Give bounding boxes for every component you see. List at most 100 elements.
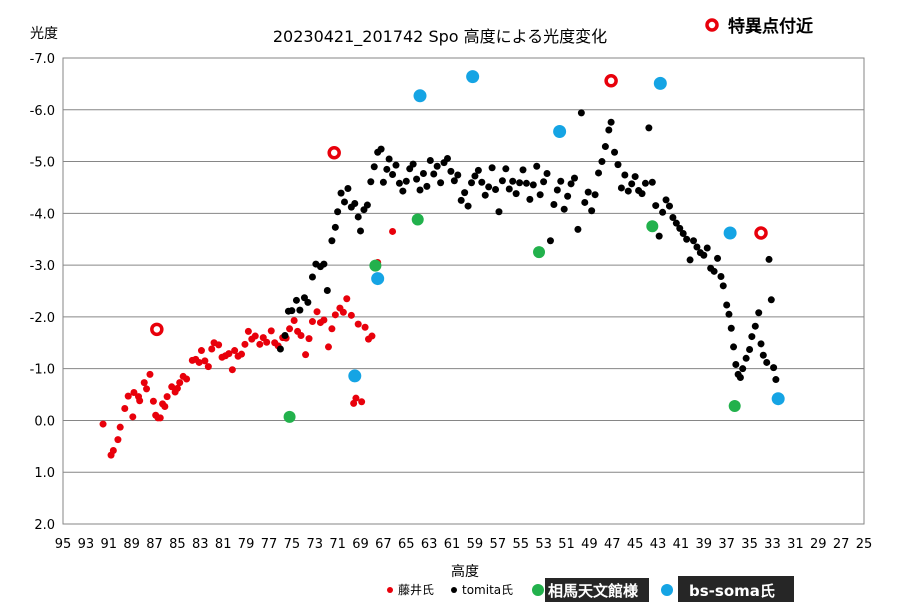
point-tomita bbox=[426, 157, 434, 165]
point-fujii bbox=[215, 341, 223, 349]
point-fujii bbox=[244, 327, 252, 335]
point-tomita bbox=[751, 322, 759, 330]
point-tomita bbox=[281, 332, 289, 340]
point-special bbox=[604, 74, 618, 88]
x-tick-label: 47 bbox=[604, 537, 621, 552]
point-bs-soma bbox=[371, 272, 385, 286]
legend-label-fujii: 藤井氏 bbox=[398, 583, 434, 597]
point-tomita bbox=[464, 202, 472, 210]
point-fujii bbox=[302, 351, 310, 359]
point-tomita bbox=[645, 124, 653, 132]
point-tomita bbox=[591, 191, 599, 199]
point-tomita bbox=[628, 180, 636, 188]
x-tick-label: 33 bbox=[764, 537, 781, 552]
point-tomita bbox=[564, 192, 572, 200]
point-tomita bbox=[419, 169, 427, 177]
point-tomita bbox=[304, 298, 312, 306]
point-fujii bbox=[146, 370, 154, 378]
point-fujii bbox=[168, 383, 176, 391]
point-tomita bbox=[529, 181, 537, 189]
point-soma-observatory bbox=[411, 213, 424, 226]
point-fujii bbox=[286, 325, 294, 333]
point-fujii bbox=[267, 327, 275, 335]
point-bs-soma bbox=[466, 70, 480, 84]
point-fujii bbox=[173, 384, 181, 392]
x-tick-label: 49 bbox=[581, 537, 598, 552]
data-points bbox=[99, 70, 785, 459]
point-tomita bbox=[505, 185, 513, 193]
x-tick-label: 77 bbox=[261, 537, 278, 552]
x-axis-label: 高度 bbox=[451, 563, 479, 580]
point-fujii bbox=[114, 436, 122, 444]
point-tomita bbox=[746, 346, 754, 354]
point-tomita bbox=[560, 205, 568, 213]
point-bs-soma bbox=[723, 226, 737, 240]
point-fujii bbox=[195, 358, 203, 366]
legend-box-bs-soma bbox=[678, 576, 794, 602]
x-tick-label: 57 bbox=[490, 537, 507, 552]
x-tick-label: 81 bbox=[215, 537, 232, 552]
annotation-text: 特異点付近 bbox=[728, 16, 813, 37]
annotation: 特異点付近 bbox=[705, 16, 813, 37]
x-tick-label: 55 bbox=[512, 537, 529, 552]
point-tomita bbox=[288, 307, 296, 315]
point-tomita bbox=[546, 237, 554, 245]
point-fujii bbox=[176, 379, 184, 387]
x-tick-label: 25 bbox=[856, 537, 873, 552]
point-tomita bbox=[719, 282, 727, 290]
point-tomita bbox=[416, 186, 424, 194]
point-tomita bbox=[344, 184, 352, 192]
x-tick-label: 37 bbox=[718, 537, 735, 552]
series-soma-observatory bbox=[283, 213, 741, 423]
point-tomita bbox=[757, 340, 765, 348]
point-tomita bbox=[598, 158, 606, 166]
point-tomita bbox=[686, 256, 694, 264]
point-tomita bbox=[714, 254, 722, 262]
x-tick-label: 91 bbox=[100, 537, 117, 552]
point-tomita bbox=[588, 207, 596, 215]
point-fujii bbox=[389, 227, 397, 235]
point-tomita bbox=[767, 296, 775, 304]
point-fujii bbox=[99, 420, 107, 428]
point-tomita bbox=[423, 182, 431, 190]
point-tomita bbox=[765, 255, 773, 263]
point-fujii bbox=[201, 357, 209, 365]
x-tick-label: 39 bbox=[696, 537, 713, 552]
point-tomita bbox=[392, 161, 400, 169]
point-tomita bbox=[693, 243, 701, 251]
y-tick-label: 0.0 bbox=[34, 414, 55, 429]
point-soma-observatory bbox=[369, 259, 382, 272]
point-tomita bbox=[478, 178, 486, 186]
point-tomita bbox=[370, 163, 378, 171]
x-tick-label: 83 bbox=[192, 537, 209, 552]
point-tomita bbox=[495, 208, 503, 216]
point-fujii bbox=[197, 347, 205, 355]
point-tomita bbox=[395, 179, 403, 187]
point-tomita bbox=[717, 273, 725, 281]
point-fujii bbox=[228, 366, 236, 374]
point-tomita bbox=[450, 177, 458, 185]
point-tomita bbox=[526, 195, 534, 203]
point-tomita bbox=[567, 180, 575, 188]
legend-entry-soma-observatory: 相馬天文館様 bbox=[532, 578, 649, 602]
point-soma-observatory bbox=[283, 410, 296, 423]
point-tomita bbox=[522, 179, 530, 187]
y-tick-label: -2.0 bbox=[30, 311, 55, 326]
point-fujii bbox=[256, 340, 264, 348]
point-fujii bbox=[313, 308, 321, 316]
point-tomita bbox=[433, 162, 441, 170]
point-bs-soma bbox=[348, 369, 362, 383]
point-tomita bbox=[308, 273, 316, 281]
point-fujii bbox=[347, 311, 355, 319]
point-tomita bbox=[755, 309, 763, 317]
point-tomita bbox=[679, 230, 687, 238]
point-fujii bbox=[352, 394, 360, 402]
point-fujii bbox=[121, 405, 129, 413]
point-tomita bbox=[672, 219, 680, 227]
x-tick-label: 53 bbox=[535, 537, 552, 552]
point-fujii bbox=[263, 338, 271, 346]
point-fujii bbox=[320, 316, 328, 324]
point-tomita bbox=[641, 179, 649, 187]
point-tomita bbox=[725, 310, 733, 318]
point-bs-soma bbox=[413, 89, 427, 103]
